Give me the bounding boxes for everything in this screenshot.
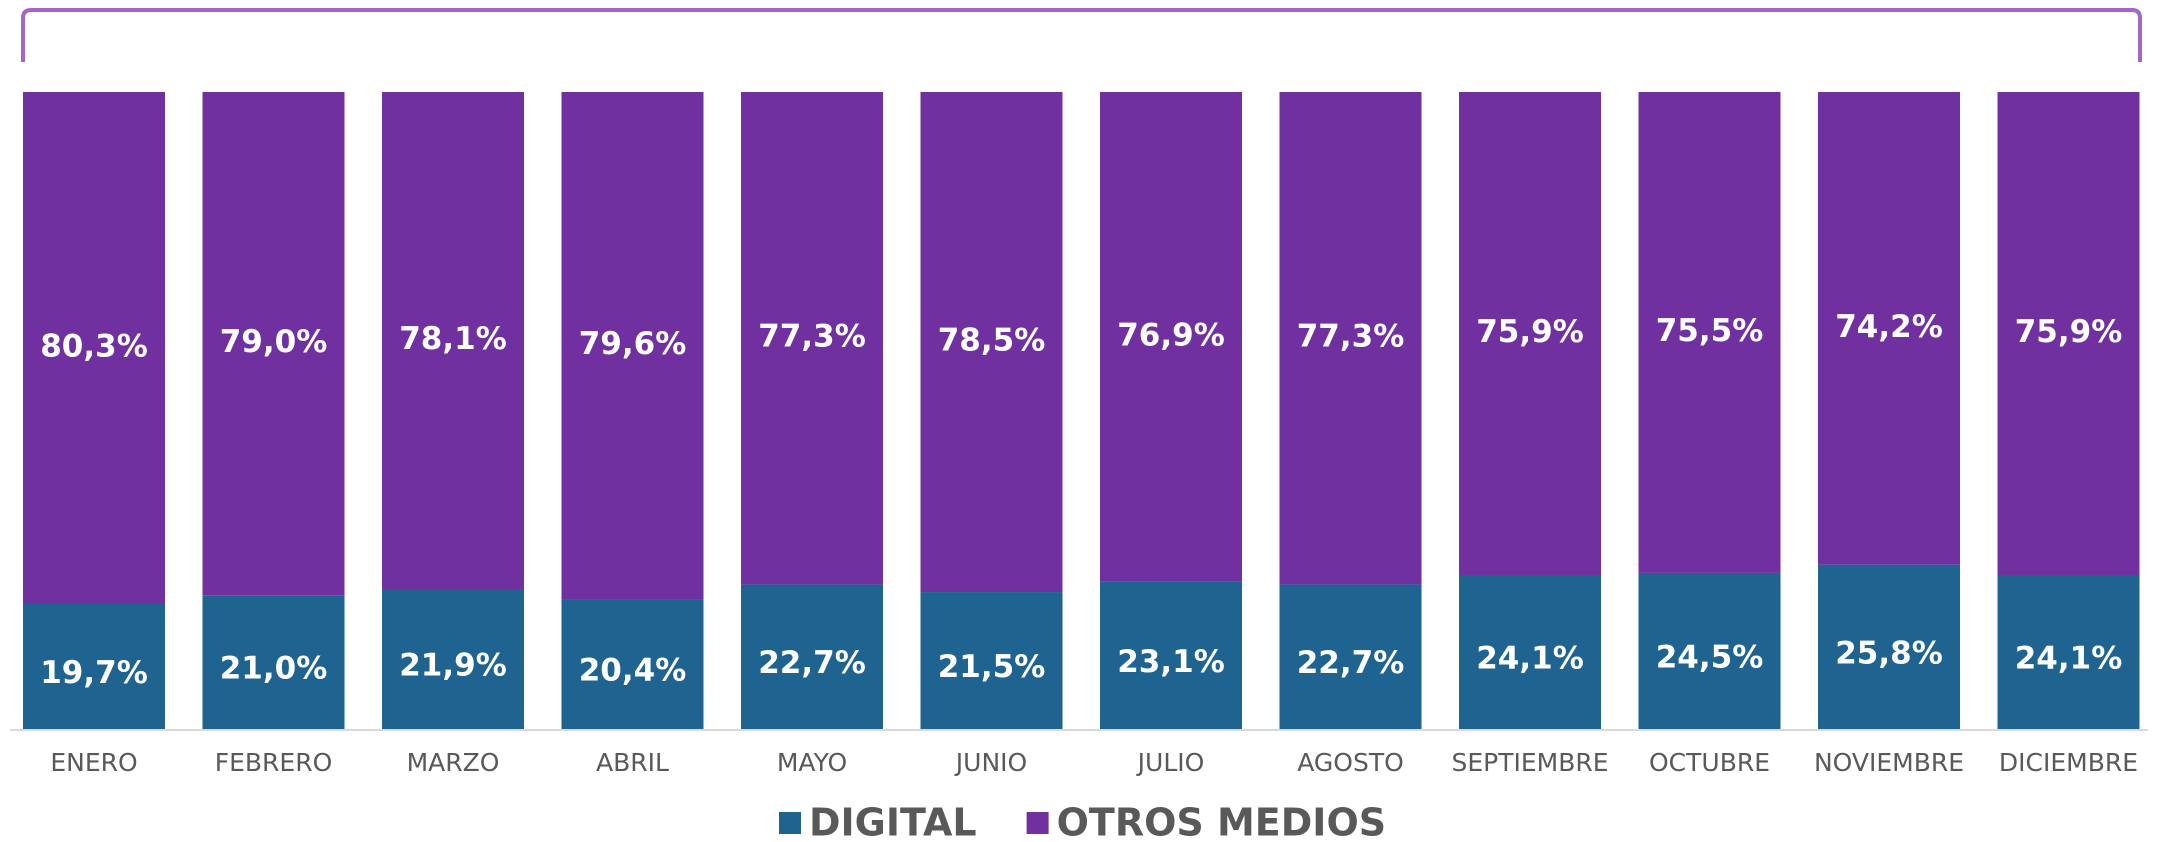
value-label: 79,6% — [579, 326, 687, 362]
x-tick-label: JULIO — [1136, 748, 1205, 777]
value-label: 20,4% — [579, 653, 687, 689]
bar-segment — [1459, 575, 1601, 729]
value-label: 78,5% — [938, 323, 1046, 359]
bar-segment — [920, 92, 1063, 593]
value-label: 75,9% — [2015, 314, 2123, 350]
value-label: 21,5% — [938, 649, 1046, 685]
legend-swatch — [779, 812, 801, 834]
bar-segment — [382, 92, 524, 590]
bar-segment — [23, 92, 165, 604]
value-label: 25,8% — [1835, 635, 1943, 671]
x-tick-label: SEPTIEMBRE — [1451, 748, 1608, 777]
value-label: 75,9% — [1476, 314, 1584, 350]
value-label: 75,5% — [1656, 313, 1764, 349]
value-label: 21,0% — [220, 651, 328, 687]
legend-swatch — [1026, 812, 1049, 834]
value-label: 80,3% — [40, 328, 148, 364]
bar-segment — [1459, 92, 1601, 576]
value-label: 77,3% — [758, 319, 866, 355]
value-label: 74,2% — [1835, 309, 1943, 345]
value-label: 23,1% — [1117, 644, 1225, 680]
bar-segment — [202, 595, 345, 729]
x-tick-label: JUNIO — [954, 748, 1027, 777]
x-tick-label: MAYO — [777, 748, 847, 777]
bar-segment — [1997, 92, 2140, 576]
bar-segment — [1638, 92, 1781, 573]
bar-segment — [1638, 572, 1781, 729]
value-label: 76,9% — [1117, 317, 1225, 353]
legend-label: DIGITAL — [809, 801, 977, 842]
bar-segment — [1997, 575, 2140, 729]
bar-segment — [202, 92, 345, 596]
bar-segment — [1279, 92, 1422, 585]
bar-segment — [1818, 564, 1960, 729]
bar-segment — [741, 92, 883, 585]
value-label: 22,7% — [1297, 645, 1405, 681]
bar-segment — [23, 603, 165, 729]
value-label: 24,1% — [1476, 641, 1584, 677]
value-label: 19,7% — [40, 655, 148, 691]
value-label: 79,0% — [220, 324, 328, 360]
value-label: 77,3% — [1297, 319, 1405, 355]
x-tick-label: OCTUBRE — [1649, 748, 1770, 777]
bar-segment — [1100, 92, 1242, 582]
value-label: 78,1% — [399, 321, 507, 357]
bar-segment — [561, 599, 704, 729]
value-label: 22,7% — [758, 645, 866, 681]
bar-segment — [920, 592, 1063, 729]
bar-segment — [741, 584, 883, 729]
x-tick-label: FEBRERO — [215, 748, 333, 777]
bar-segment — [561, 92, 704, 600]
x-tick-label: NOVIEMBRE — [1814, 748, 1964, 777]
legend-label: OTROS MEDIOS — [1057, 801, 1387, 842]
bar-segment — [1818, 92, 1960, 565]
value-label: 24,5% — [1656, 639, 1764, 675]
bar-segment — [1279, 584, 1422, 729]
x-tick-label: DICIEMBRE — [1999, 748, 2138, 777]
x-tick-label: AGOSTO — [1297, 748, 1404, 777]
bar-segment — [382, 589, 524, 729]
bar-segment — [1100, 581, 1242, 729]
bracket — [21, 8, 2142, 62]
x-tick-label: ENERO — [50, 748, 137, 777]
x-tick-label: MARZO — [407, 748, 500, 777]
value-label: 21,9% — [399, 648, 507, 684]
x-tick-label: ABRIL — [596, 748, 669, 777]
value-label: 24,1% — [2015, 641, 2123, 677]
